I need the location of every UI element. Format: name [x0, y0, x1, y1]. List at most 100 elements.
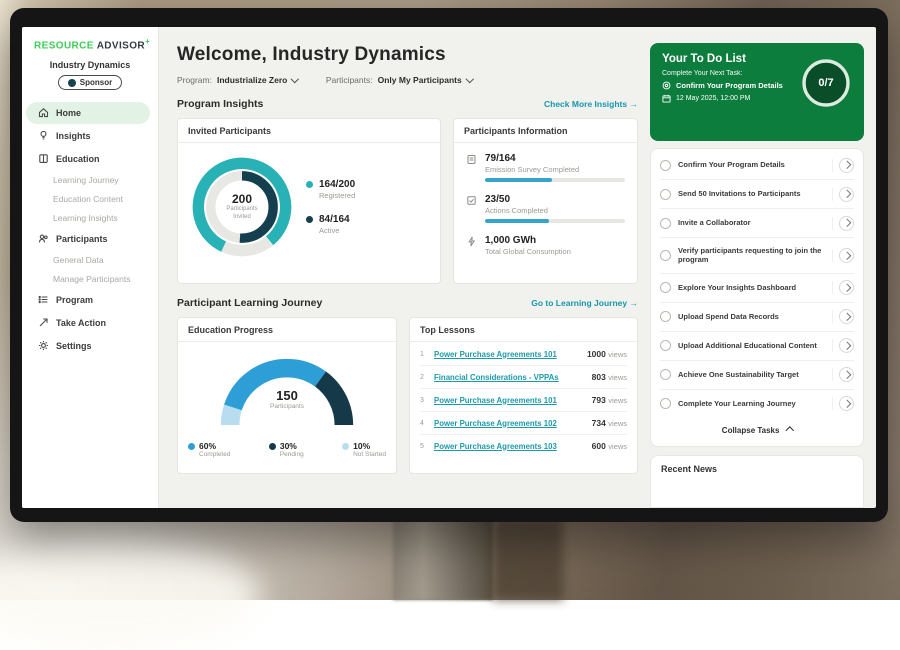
- gear-icon: [38, 340, 49, 351]
- checkbox-circle-icon[interactable]: [660, 250, 671, 261]
- legend-dot: [188, 443, 195, 450]
- checkbox-circle-icon[interactable]: [660, 340, 671, 351]
- sponsor-label: Sponsor: [80, 78, 112, 87]
- todo-progress-value: 0/7: [799, 56, 853, 110]
- sidebar-item-learning-insights[interactable]: Learning Insights: [22, 209, 158, 228]
- sidebar-item-education[interactable]: Education: [26, 148, 150, 170]
- chevron-right-button[interactable]: [839, 216, 854, 231]
- gauge-center-value: 150: [205, 388, 369, 403]
- sidebar-item-education-content[interactable]: Education Content: [22, 190, 158, 209]
- task-item[interactable]: Upload Spend Data Records: [660, 303, 854, 332]
- task-item[interactable]: Send 50 Invitations to Participants: [660, 180, 854, 209]
- chevron-right-button[interactable]: [839, 248, 854, 263]
- participants-filter-value[interactable]: Only My Participants: [378, 75, 462, 85]
- lesson-link[interactable]: Power Purchase Agreements 101: [434, 396, 592, 405]
- participants-filter[interactable]: Participants:Only My Participants: [326, 75, 472, 85]
- app-logo: RESOURCE ADVISOR+: [22, 37, 158, 51]
- progress-bar: [485, 178, 625, 182]
- sidebar-item-label: Participants: [56, 234, 108, 244]
- checkbox-circle-icon[interactable]: [660, 218, 671, 229]
- sidebar-item-participants[interactable]: Participants: [26, 228, 150, 250]
- recent-news-card: Recent News: [650, 455, 864, 509]
- checkbox-circle-icon[interactable]: [660, 282, 671, 293]
- collapse-tasks-link[interactable]: Collapse Tasks: [660, 418, 854, 444]
- legend-item: 30%Pending: [269, 441, 304, 458]
- invited-participants-card: Invited Participants 200 Participants In…: [177, 118, 441, 284]
- program-filter[interactable]: Program:Industrialize Zero: [177, 75, 298, 85]
- lesson-link[interactable]: Power Purchase Agreements 102: [434, 419, 592, 428]
- chevron-right-button[interactable]: [839, 396, 854, 411]
- chevron-down-icon: [466, 74, 474, 82]
- task-item[interactable]: Complete Your Learning Journey: [660, 390, 854, 418]
- book-icon: [38, 153, 49, 164]
- task-item[interactable]: Upload Additional Educational Content: [660, 332, 854, 361]
- sidebar-item-label: Insights: [56, 131, 91, 141]
- gauge-legend: 60%Completed 30%Pending 10%Not Started: [178, 439, 396, 458]
- task-list-card: Confirm Your Program Details Send 50 Inv…: [650, 148, 864, 447]
- sponsor-badge[interactable]: Sponsor: [58, 75, 122, 90]
- chevron-right-button[interactable]: [839, 338, 854, 353]
- energy-icon: [466, 236, 477, 247]
- lesson-link[interactable]: Financial Considerations - VPPAs: [434, 373, 592, 382]
- insights-cards-row: Invited Participants 200 Participants In…: [177, 118, 638, 284]
- chevron-right-button[interactable]: [839, 280, 854, 295]
- task-item[interactable]: Invite a Collaborator: [660, 209, 854, 238]
- checkbox-circle-icon[interactable]: [660, 311, 671, 322]
- check-more-insights-link[interactable]: Check More Insights →: [544, 99, 638, 109]
- chevron-right-button[interactable]: [839, 309, 854, 324]
- sidebar-item-general-data[interactable]: General Data: [22, 251, 158, 270]
- task-item[interactable]: Verify participants requesting to join t…: [660, 238, 854, 274]
- gauge-center-label: Participants: [205, 403, 369, 410]
- lesson-link[interactable]: Power Purchase Agreements 101: [434, 350, 587, 359]
- todo-header-card: Your To Do List Complete Your Next Task:…: [650, 43, 864, 141]
- chevron-down-icon: [291, 74, 299, 82]
- chevron-right-button[interactable]: [839, 187, 854, 202]
- monitor-stand-shadow: [493, 518, 563, 600]
- sidebar-item-insights[interactable]: Insights: [26, 125, 150, 147]
- invited-donut-chart: 200 Participants Invited: [188, 153, 296, 261]
- program-filter-value[interactable]: Industrialize Zero: [217, 75, 287, 85]
- sidebar-item-take-action[interactable]: Take Action: [26, 312, 150, 334]
- section-title: Program Insights: [177, 98, 263, 110]
- task-item[interactable]: Achieve One Sustainability Target: [660, 361, 854, 390]
- sidebar-item-label: Program: [56, 295, 93, 305]
- checkbox-circle-icon[interactable]: [660, 160, 671, 171]
- sidebar-item-program[interactable]: Program: [26, 289, 150, 311]
- card-title: Education Progress: [178, 318, 396, 342]
- lesson-link[interactable]: Power Purchase Agreements 103: [434, 442, 592, 451]
- sidebar-item-label: Take Action: [56, 318, 106, 328]
- participants-information-card: Participants Information 79/164 Emission…: [453, 118, 638, 284]
- sidebar-nav: Home Insights Education Learning Journey…: [22, 102, 158, 358]
- legend-item: 60%Completed: [188, 441, 230, 458]
- legend-dot: [342, 443, 349, 450]
- org-name: Industry Dynamics: [22, 60, 158, 70]
- checkbox-circle-icon[interactable]: [660, 398, 671, 409]
- survey-icon: [466, 154, 477, 165]
- chevron-right-button[interactable]: [839, 367, 854, 382]
- emission-survey-stat: 79/164 Emission Survey Completed: [466, 153, 625, 182]
- legend-dot: [269, 443, 276, 450]
- monitor-stand: [393, 518, 493, 600]
- logo-plus: +: [145, 37, 150, 46]
- sidebar-item-home[interactable]: Home: [26, 102, 150, 124]
- task-item[interactable]: Confirm Your Program Details: [660, 151, 854, 180]
- task-item[interactable]: Explore Your Insights Dashboard: [660, 274, 854, 303]
- education-progress-card: Education Progress 150 Participants: [177, 317, 397, 474]
- go-to-learning-journey-link[interactable]: Go to Learning Journey →: [531, 298, 638, 308]
- checkbox-circle-icon[interactable]: [660, 189, 671, 200]
- chevron-up-icon: [786, 427, 794, 435]
- checkbox-circle-icon[interactable]: [660, 369, 671, 380]
- sidebar-item-learning-journey[interactable]: Learning Journey: [22, 171, 158, 190]
- chevron-right-button[interactable]: [839, 158, 854, 173]
- education-gauge-chart: 150 Participants: [205, 346, 369, 439]
- sidebar-item-manage-participants[interactable]: Manage Participants: [22, 270, 158, 289]
- sidebar-item-settings[interactable]: Settings: [26, 335, 150, 357]
